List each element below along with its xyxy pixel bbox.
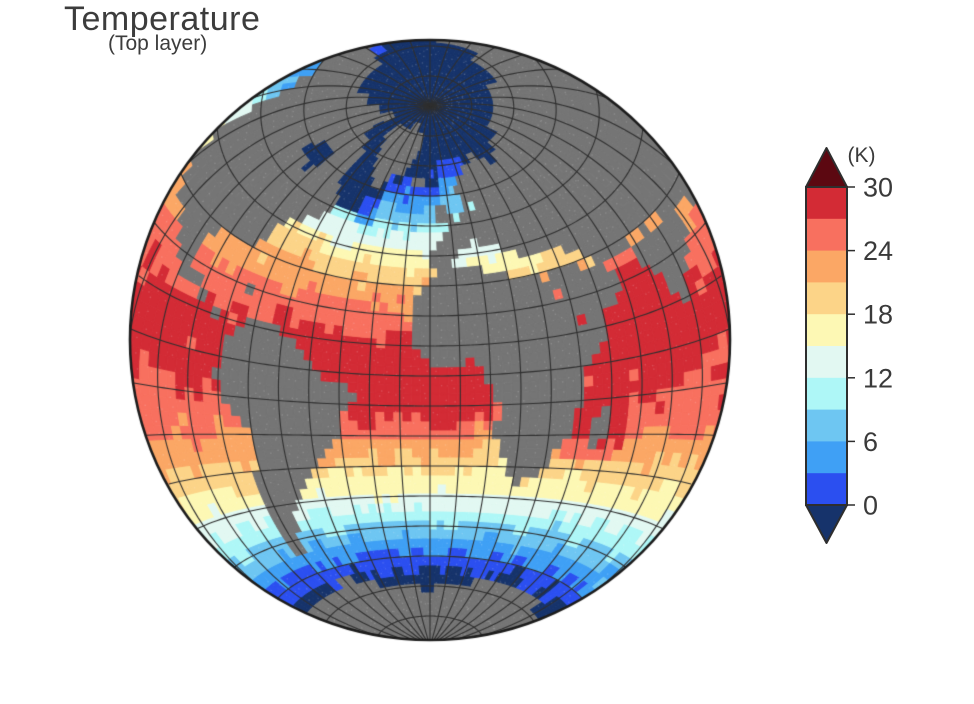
colorbar-segment <box>806 441 847 474</box>
colorbar-segment <box>806 409 847 442</box>
colorbar-segment <box>806 346 847 379</box>
chart-subtitle: (Top layer) <box>108 32 208 55</box>
colorbar-segment <box>806 218 847 252</box>
chart-title: Temperature <box>64 0 261 38</box>
colorbar-segment <box>806 187 847 220</box>
colorbar-segment <box>806 377 847 411</box>
colorbar-tick-label: 0 <box>863 491 878 521</box>
colorbar-outline <box>805 186 848 506</box>
colorbar: 30 24 18 12 6 0 (K) <box>805 144 893 544</box>
colorbar-segment <box>806 473 847 506</box>
colorbar-segment <box>806 250 847 283</box>
colorbar-tick-label: 30 <box>863 173 893 203</box>
colorbar-tick-label: 18 <box>863 300 893 330</box>
colorbar-unit-label: (K) <box>848 144 876 167</box>
colorbar-tick-label: 12 <box>863 363 893 393</box>
colorbar-tick-label: 6 <box>863 427 878 457</box>
colorbar-tick-label: 24 <box>863 236 893 266</box>
colorbar-segment <box>806 282 847 315</box>
colorbar-over-arrow <box>805 147 848 188</box>
colorbar-segment <box>806 314 847 347</box>
colorbar-under-arrow <box>805 504 848 544</box>
